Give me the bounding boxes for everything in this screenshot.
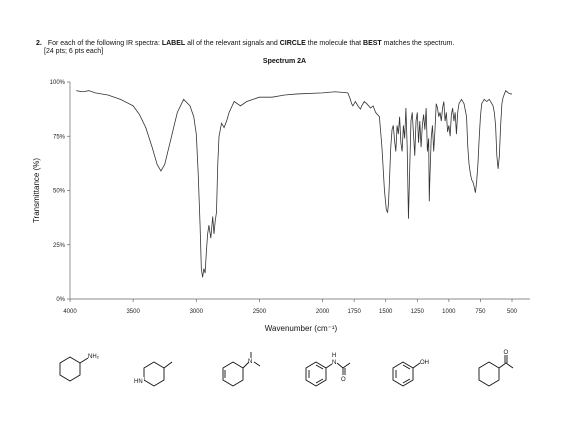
y-tick-label: 100% [50, 80, 66, 86]
question-number: 2. [36, 40, 42, 47]
y-tick-label: 75% [53, 134, 66, 140]
spectrum-line [76, 90, 512, 278]
y-tick-label: 0% [56, 297, 65, 303]
molecule-cyclohexylamine[interactable]: NH₂ [50, 350, 110, 395]
hydroxyl-label: OH [420, 360, 429, 366]
x-tick-label: 4000 [63, 309, 77, 315]
chart-ticks: 0% 25% 50% 75% 100% 4000 3500 3000 2500 2000 1750 1… [50, 80, 518, 315]
molecule-phenol[interactable]: OH [385, 350, 445, 395]
amine-label: HN [134, 379, 143, 385]
y-tick-label: 25% [53, 243, 66, 249]
question-text: 2. For each of the following IR spectra: … [36, 40, 455, 47]
nh-h-label: H [332, 353, 336, 359]
x-tick-label: 3500 [126, 309, 140, 315]
nitrogen-label: N [248, 359, 252, 365]
x-tick-label: 750 [475, 309, 486, 315]
carbonyl-o-label: O [504, 350, 509, 356]
molecule-acetanilide[interactable]: H N O [300, 350, 370, 395]
x-tick-label: 2500 [253, 309, 267, 315]
nh-n-label: N [332, 360, 336, 366]
x-tick-label: 1250 [411, 309, 425, 315]
x-tick-label: 3000 [190, 309, 204, 315]
x-tick-label: 1500 [379, 309, 393, 315]
x-axis-title: Wavenumber (cm⁻¹) [265, 324, 338, 333]
amine-label: NH₂ [88, 354, 100, 360]
y-tick-label: 50% [53, 189, 66, 195]
carbonyl-o-label: O [341, 377, 346, 383]
x-tick-label: 2000 [316, 309, 330, 315]
chart-title: Spectrum 2A [262, 58, 307, 65]
y-axis-title: Transmittance (%) [32, 158, 41, 223]
x-tick-label: 1750 [347, 309, 361, 315]
molecule-dimethylaminocyclohexene[interactable]: N [215, 350, 275, 395]
x-tick-label: 1000 [442, 309, 456, 315]
ir-spectrum-chart: 0% 25% 50% 75% 100% 4000 3500 3000 2500 2000 1750 1… [32, 80, 530, 333]
x-tick-label: 500 [507, 309, 518, 315]
molecule-cyclohexyl-ketone[interactable]: O [475, 350, 535, 395]
molecule-4-methylpiperidine[interactable]: HN [130, 350, 190, 395]
question-points: [24 pts; 6 pts each] [44, 48, 104, 55]
